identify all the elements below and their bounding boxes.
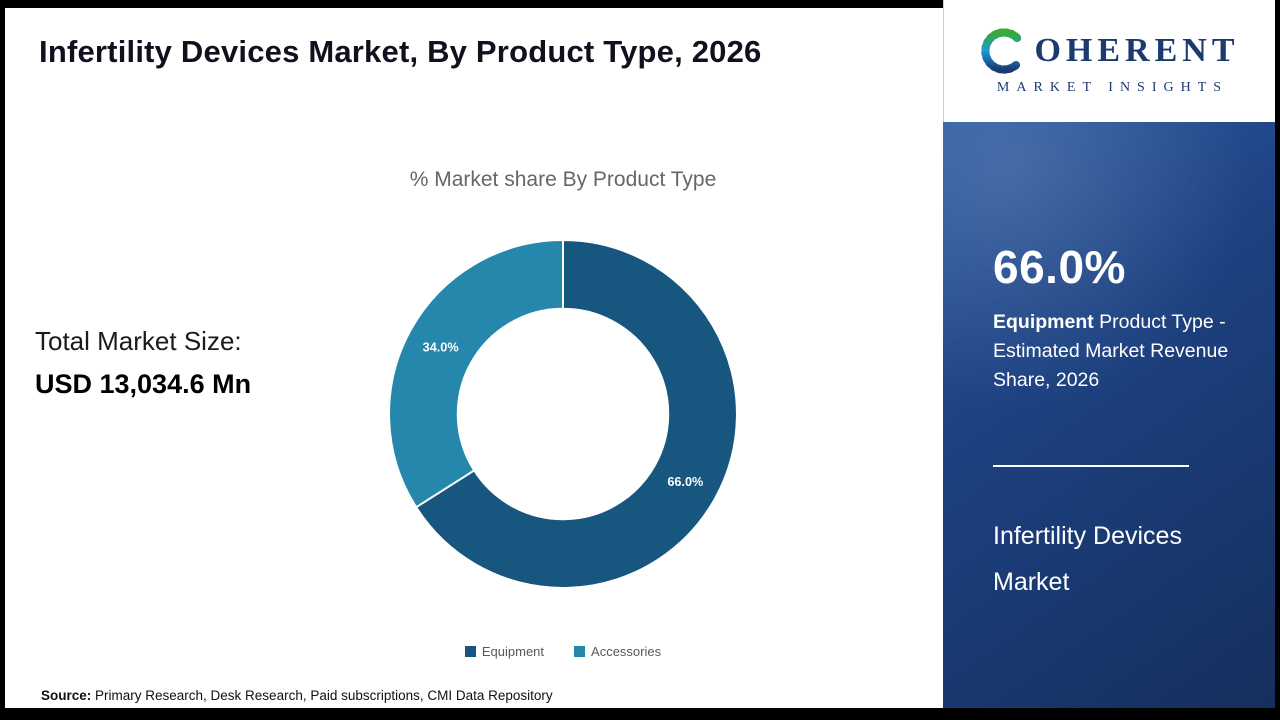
chart-title: % Market share By Product Type (409, 168, 717, 191)
total-market-value: USD 13,034.6 Mn (35, 369, 252, 399)
source-note: Source: Primary Research, Desk Research,… (41, 688, 553, 703)
legend-label-equipment: Equipment (481, 644, 545, 659)
panel-divider (993, 465, 1189, 467)
source-text: Primary Research, Desk Research, Paid su… (91, 688, 553, 703)
right-column: OHERENT MARKET INSIGHTS 66.0% Equipment … (943, 0, 1275, 708)
globe-c-icon (981, 28, 1022, 74)
donut-chart-area: % Market share By Product Type 66.0% 34.0… (367, 168, 759, 659)
legend-item-accessories: Accessories (574, 644, 661, 659)
donut-slice-accessories (388, 239, 564, 509)
legend-item-equipment: Equipment (464, 644, 545, 659)
main-content: Infertility Devices Market, By Product T… (5, 0, 943, 708)
logo-subtitle: MARKET INSIGHTS (996, 80, 1229, 95)
slice-label-equipment: 66.0% (667, 475, 703, 489)
logo-text: OHERENT (1034, 32, 1240, 69)
chart-legend: Equipment Accessories (367, 644, 759, 659)
panel-title: Infertility Devices Market (993, 522, 1182, 596)
stat-value: 66.0% (993, 241, 1126, 293)
donut-chart: 66.0% 34.0% (388, 239, 738, 589)
donut-slice-equipment (414, 239, 738, 589)
stat-description-rest: Product Type - Estimated Market Revenue … (993, 311, 1229, 391)
legend-swatch-accessories (574, 646, 586, 657)
legend-swatch-equipment (464, 646, 476, 657)
logo-wordmark: OHERENT (979, 26, 1239, 76)
stat-description-bold: Equipment (993, 311, 1094, 333)
source-label: Source: (41, 688, 92, 703)
total-market-label: Total Market Size: (35, 326, 242, 356)
total-market-block: Total Market Size: USD 13,034.6 Mn (35, 326, 251, 400)
highlight-panel: 66.0% Equipment Product Type - Estimated… (943, 122, 1275, 708)
stat-description: Equipment Product Type - Estimated Marke… (993, 308, 1231, 395)
legend-label-accessories: Accessories (591, 644, 662, 659)
page-title: Infertility Devices Market, By Product T… (39, 34, 762, 69)
slice-label-accessories: 34.0% (423, 340, 459, 354)
brand-logo: OHERENT MARKET INSIGHTS (943, 0, 1275, 122)
